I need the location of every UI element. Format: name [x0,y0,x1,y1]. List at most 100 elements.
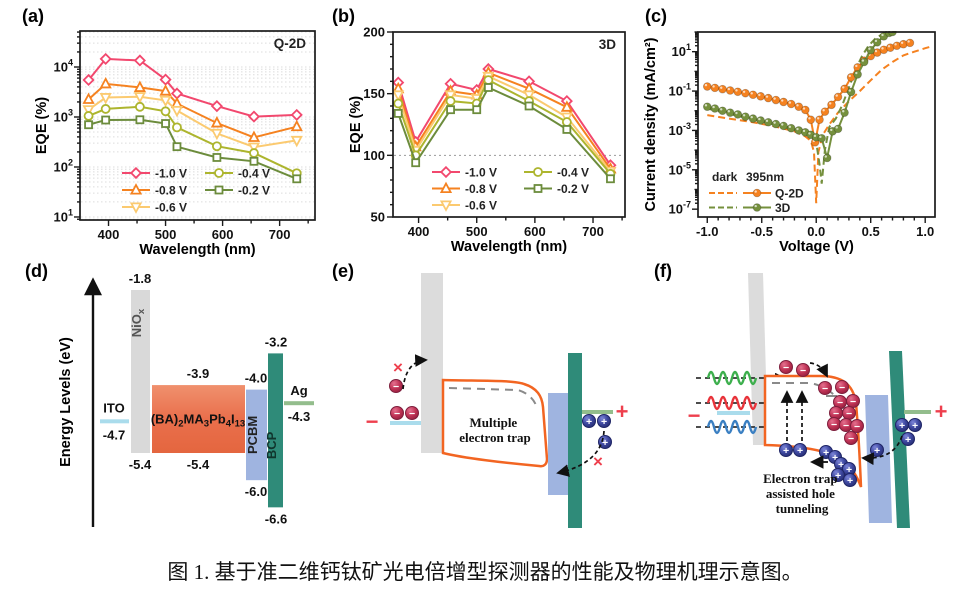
bcp-layer [568,353,582,528]
svg-text:600: 600 [212,227,234,242]
svg-text:+: + [847,475,853,487]
chart-jv-curves: -1.0 -0.5 0.0 0.5 1.0 10-7 10-5 10-3 10-1 101 Volt… [643,31,936,255]
svg-text:10-1: 10-1 [669,82,691,99]
hole: + [831,468,845,482]
svg-text:−: − [394,408,400,420]
svg-text:−: − [839,382,845,394]
svg-text:-0.2 V: -0.2 V [557,182,589,196]
hole: + [779,443,793,457]
svg-text:dark: dark [712,170,738,184]
svg-text:-1.8: -1.8 [129,271,151,286]
svg-text:+: + [899,420,905,432]
svg-text:10-5: 10-5 [669,160,691,177]
svg-text:+: + [905,434,911,446]
ito-layer [717,411,750,415]
blocked-cross: × [593,452,603,471]
svg-text:-5.4: -5.4 [129,457,152,472]
svg-text:EQE (%): EQE (%) [348,96,364,153]
panel-e-label: (e) [332,261,354,281]
panel-c-label: (c) [645,6,667,26]
electron: − [389,379,403,393]
nio-layer [748,273,768,445]
svg-text:500: 500 [466,224,488,239]
red-light-wave [706,395,758,411]
svg-text:-6.0: -6.0 [245,484,267,499]
svg-text:(BA)2MA3Pb4I13: (BA)2MA3Pb4I13 [151,412,245,430]
pcbm-layer [548,393,568,495]
energy-axis-label: Energy Levels (eV) [58,337,74,467]
svg-text:101: 101 [54,207,73,224]
blue-light-wave [706,419,758,435]
hole: + [895,418,909,432]
panel-d-label: (d) [25,261,48,281]
pcbm-layer [865,395,892,523]
svg-text:102: 102 [54,157,73,174]
panel-f-label: (f) [654,261,672,281]
svg-text:10-3: 10-3 [669,121,691,138]
cathode-sign: − [688,403,701,428]
svg-text:-3.2: -3.2 [265,334,287,349]
electron: − [390,406,404,420]
svg-text:104: 104 [54,58,73,75]
hole: + [582,414,596,428]
anode-sign: + [935,399,948,424]
svg-text:+: + [823,447,829,459]
svg-text:Voltage (V): Voltage (V) [779,239,854,255]
electron: − [850,419,864,433]
svg-text:−: − [854,421,860,433]
svg-text:0.0: 0.0 [807,224,825,239]
bcp-layer [889,351,910,528]
svg-text:-4.0: -4.0 [245,371,267,386]
svg-text:−: − [850,396,856,408]
band-bending-region [441,378,549,468]
svg-text:+: + [838,459,844,471]
svg-text:BCP: BCP [264,431,279,459]
chart-eqe-3d: 400 500 600 700 50 100 150 200 3D Wavelength (nm)… [348,25,626,255]
svg-text:3D: 3D [599,37,617,52]
svg-text:101: 101 [672,42,691,59]
figure-canvas: (a) (b) (c) (d) (e) (f) 400 500 600 700 101 1… [22,6,948,528]
svg-text:+: + [797,445,803,457]
svg-text:+: + [912,420,918,432]
svg-text:Q-2D: Q-2D [775,187,804,201]
hole: + [843,473,857,487]
svg-text:103: 103 [54,107,73,124]
electron: − [779,360,793,374]
ito-layer [390,421,421,425]
hole-injection-arrow [556,430,605,477]
hole: + [597,414,611,428]
svg-text:−: − [822,383,828,395]
electron: − [796,363,810,377]
anode-sign: + [616,399,629,424]
svg-text:−: − [843,420,849,432]
svg-text:−: − [833,408,839,420]
trap-states-line [448,387,537,406]
panel-b-label: (b) [332,6,355,26]
svg-text:+: + [832,452,838,464]
electron: − [827,417,841,431]
svg-text:10-7: 10-7 [669,200,691,217]
svg-text:395nm: 395nm [746,170,784,184]
svg-text:Q-2D: Q-2D [274,36,307,51]
tunneling-annotation: Electron trap assisted hole tunneling [763,471,841,516]
svg-text:−: − [837,397,843,409]
svg-text:-1.0: -1.0 [696,224,718,239]
svg-text:-0.6 V: -0.6 V [465,199,497,213]
svg-text:−: − [393,381,399,393]
energy-level-diagram: Energy Levels (eV) ITO -4.7 -1.8 -5.4 NiOx -3… [58,271,314,527]
svg-text:-4.3: -4.3 [288,409,310,424]
svg-text:+: + [602,437,608,449]
svg-text:+: + [846,464,852,476]
svg-text:-0.2 V: -0.2 V [238,184,270,198]
svg-text:NiOx: NiOx [129,308,147,337]
electron: − [846,394,860,408]
svg-text:−: − [783,362,789,374]
svg-text:EQE (%): EQE (%) [34,97,50,154]
svg-text:50: 50 [371,210,385,225]
trap-annotation: Multiple electron trap [459,415,531,445]
svg-text:-0.8 V: -0.8 V [155,184,187,198]
svg-text:-4.7: -4.7 [103,427,125,442]
svg-text:-1.0 V: -1.0 V [465,166,497,180]
svg-text:Wavelength (nm): Wavelength (nm) [451,239,567,255]
